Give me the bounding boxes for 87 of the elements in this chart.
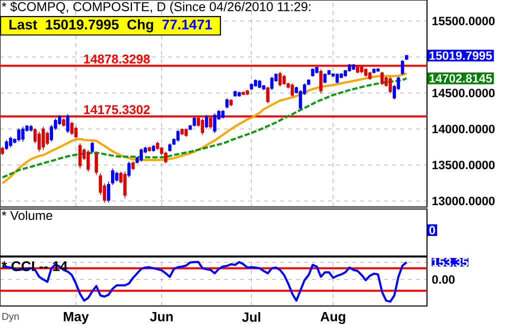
candlestick: [221, 110, 225, 119]
candlestick: [352, 64, 356, 70]
candlestick: [8, 136, 12, 148]
candlestick: [176, 130, 180, 142]
candlestick: [123, 171, 127, 199]
candlestick: [106, 181, 110, 204]
candlestick: [229, 98, 233, 106]
candlestick: [360, 64, 364, 74]
candlestick: [94, 151, 98, 176]
text: Dyn: [2, 312, 19, 322]
annotation: Last: [9, 20, 38, 30]
candlestick: [204, 114, 208, 129]
text: 15019.7995: [430, 51, 492, 60]
candlestick: [17, 128, 20, 142]
candlestick: [111, 168, 114, 186]
candlestick: [66, 114, 70, 134]
candlestick: [250, 82, 254, 90]
candlestick: [70, 121, 74, 136]
x-tick-label: Jul: [242, 312, 260, 322]
candlestick: [290, 82, 294, 98]
candlestick: [86, 150, 90, 172]
candlestick: [184, 128, 188, 138]
candlestick: [270, 76, 274, 90]
text: 0: [429, 226, 436, 234]
candlestick: [315, 66, 318, 74]
annotation: 15019.7995: [46, 20, 119, 30]
candlestick: [168, 142, 172, 152]
candlestick: [323, 72, 327, 84]
y-tick-label: 153.35: [432, 258, 468, 266]
candlestick: [192, 116, 196, 128]
candlestick: [148, 146, 152, 152]
y-tick-label: 14500.0000: [432, 88, 495, 98]
candlestick: [258, 80, 262, 89]
candlestick: [400, 60, 404, 76]
x-tick-label: Aug: [320, 312, 346, 324]
y-tick-label: 15500.0000: [432, 16, 495, 26]
x-tick-label: May: [64, 312, 89, 324]
candlestick: [29, 124, 33, 132]
y-tick-label: 14000.0000: [432, 124, 495, 134]
candlestick: [225, 98, 229, 109]
candlestick: [368, 71, 372, 80]
y-tick-label: 0.00: [432, 275, 455, 284]
candlestick: [246, 90, 250, 96]
candlestick: [209, 116, 212, 129]
candlestick: [127, 161, 131, 178]
candlestick: [213, 112, 216, 134]
candlestick: [42, 126, 45, 150]
candlestick: [90, 141, 94, 154]
candlestick: [115, 171, 118, 182]
candlestick: [200, 118, 204, 136]
candlestick: [131, 161, 135, 170]
candlestick: [242, 91, 245, 96]
candlestick: [140, 148, 143, 162]
chart-title: * $COMPQ, COMPOSITE, D (Since 04/26/2010 11:29:: [2, 2, 310, 14]
candlestick: [372, 68, 376, 74]
ref-line-label: 14878.3298: [84, 54, 150, 64]
candlestick: [78, 142, 82, 169]
candlestick: [380, 71, 384, 86]
candlestick: [311, 68, 314, 78]
candlestick: [21, 126, 24, 142]
candlestick: [0, 146, 4, 156]
candlestick: [180, 128, 184, 136]
candlestick: [282, 74, 286, 86]
candlestick: [356, 64, 360, 74]
text: * Volume: [2, 210, 52, 220]
y-tick-label: 13000.0000: [432, 196, 495, 206]
candlestick: [234, 90, 237, 98]
candlestick: [364, 68, 368, 78]
candlestick: [266, 86, 270, 104]
annotation: Chg: [127, 19, 154, 32]
candlestick: [254, 78, 258, 88]
candlestick: [388, 76, 392, 94]
candlestick: [376, 68, 380, 72]
candlestick: [319, 68, 322, 94]
candlestick: [404, 54, 408, 60]
y-tick-label: 13500.0000: [432, 160, 495, 170]
candlestick: [4, 140, 8, 150]
text: 14702.8145: [430, 74, 492, 83]
candlestick: [62, 118, 66, 128]
candlestick: [152, 144, 156, 152]
ref-line-label: 14175.3302: [84, 105, 150, 114]
candlestick: [336, 72, 339, 84]
candlestick: [348, 64, 352, 72]
x-tick-label: Jun: [150, 312, 173, 322]
candlestick: [238, 91, 241, 98]
annotation: 77.1471: [162, 20, 212, 30]
candlestick: [278, 71, 282, 88]
